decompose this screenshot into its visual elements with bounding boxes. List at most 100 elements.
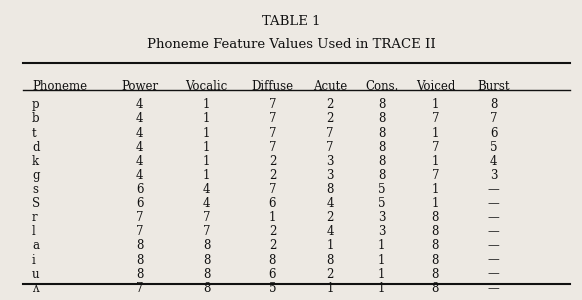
- Text: 8: 8: [327, 254, 333, 266]
- Text: Power: Power: [121, 80, 158, 92]
- Text: p: p: [32, 98, 40, 111]
- Text: 7: 7: [269, 141, 276, 154]
- Text: 3: 3: [378, 225, 385, 238]
- Text: Acute: Acute: [313, 80, 347, 92]
- Text: 2: 2: [327, 268, 333, 281]
- Text: 7: 7: [269, 112, 276, 125]
- Text: 4: 4: [136, 141, 143, 154]
- Text: 8: 8: [203, 239, 210, 252]
- Text: k: k: [32, 155, 39, 168]
- Text: 8: 8: [378, 155, 385, 168]
- Text: Voiced: Voiced: [416, 80, 455, 92]
- Text: 1: 1: [432, 183, 439, 196]
- Text: 2: 2: [327, 112, 333, 125]
- Text: 1: 1: [432, 155, 439, 168]
- Text: 7: 7: [269, 127, 276, 140]
- Text: 7: 7: [432, 112, 439, 125]
- Text: —: —: [488, 225, 499, 238]
- Text: 8: 8: [432, 254, 439, 266]
- Text: Cons.: Cons.: [365, 80, 399, 92]
- Text: Diffuse: Diffuse: [251, 80, 293, 92]
- Text: u: u: [32, 268, 40, 281]
- Text: 7: 7: [136, 282, 143, 295]
- Text: 1: 1: [432, 98, 439, 111]
- Text: 1: 1: [203, 155, 210, 168]
- Text: 2: 2: [327, 211, 333, 224]
- Text: 6: 6: [136, 197, 143, 210]
- Text: 4: 4: [490, 155, 497, 168]
- Text: —: —: [488, 211, 499, 224]
- Text: t: t: [32, 127, 37, 140]
- Text: 8: 8: [203, 254, 210, 266]
- Text: b: b: [32, 112, 40, 125]
- Text: ʌ: ʌ: [32, 282, 38, 295]
- Text: 1: 1: [432, 197, 439, 210]
- Text: 8: 8: [203, 282, 210, 295]
- Text: 8: 8: [378, 98, 385, 111]
- Text: Phoneme Feature Values Used in TRACE II: Phoneme Feature Values Used in TRACE II: [147, 38, 435, 50]
- Text: 1: 1: [203, 141, 210, 154]
- Text: 1: 1: [269, 211, 276, 224]
- Text: 5: 5: [269, 282, 276, 295]
- Text: 1: 1: [378, 268, 385, 281]
- Text: 7: 7: [327, 141, 333, 154]
- Text: 2: 2: [327, 98, 333, 111]
- Text: 1: 1: [203, 169, 210, 182]
- Text: 4: 4: [136, 127, 143, 140]
- Text: 4: 4: [136, 155, 143, 168]
- Text: —: —: [488, 183, 499, 196]
- Text: 3: 3: [490, 169, 497, 182]
- Text: 1: 1: [378, 239, 385, 252]
- Text: 7: 7: [269, 183, 276, 196]
- Text: 3: 3: [378, 211, 385, 224]
- Text: Vocalic: Vocalic: [186, 80, 228, 92]
- Text: 8: 8: [136, 268, 143, 281]
- Text: 1: 1: [203, 112, 210, 125]
- Text: 8: 8: [490, 98, 497, 111]
- Text: 8: 8: [203, 268, 210, 281]
- Text: 4: 4: [136, 169, 143, 182]
- Text: 8: 8: [269, 254, 276, 266]
- Text: 6: 6: [136, 183, 143, 196]
- Text: 3: 3: [327, 169, 333, 182]
- Text: Phoneme: Phoneme: [32, 80, 87, 92]
- Text: 8: 8: [378, 127, 385, 140]
- Text: 8: 8: [378, 169, 385, 182]
- Text: l: l: [32, 225, 36, 238]
- Text: 8: 8: [378, 112, 385, 125]
- Text: 7: 7: [269, 98, 276, 111]
- Text: 7: 7: [136, 225, 143, 238]
- Text: 7: 7: [327, 127, 333, 140]
- Text: —: —: [488, 254, 499, 266]
- Text: a: a: [32, 239, 39, 252]
- Text: 7: 7: [432, 169, 439, 182]
- Text: 4: 4: [327, 225, 333, 238]
- Text: 1: 1: [432, 127, 439, 140]
- Text: 4: 4: [203, 197, 210, 210]
- Text: —: —: [488, 282, 499, 295]
- Text: 8: 8: [432, 211, 439, 224]
- Text: 4: 4: [136, 98, 143, 111]
- Text: 1: 1: [203, 98, 210, 111]
- Text: 8: 8: [136, 239, 143, 252]
- Text: TABLE 1: TABLE 1: [262, 15, 320, 28]
- Text: 8: 8: [327, 183, 333, 196]
- Text: 1: 1: [327, 239, 333, 252]
- Text: 4: 4: [136, 112, 143, 125]
- Text: 8: 8: [136, 254, 143, 266]
- Text: —: —: [488, 268, 499, 281]
- Text: i: i: [32, 254, 36, 266]
- Text: 8: 8: [378, 141, 385, 154]
- Text: 6: 6: [269, 268, 276, 281]
- Text: —: —: [488, 239, 499, 252]
- Text: d: d: [32, 141, 40, 154]
- Text: 5: 5: [378, 183, 385, 196]
- Text: 5: 5: [378, 197, 385, 210]
- Text: 8: 8: [432, 239, 439, 252]
- Text: S: S: [32, 197, 40, 210]
- Text: 2: 2: [269, 155, 276, 168]
- Text: 2: 2: [269, 239, 276, 252]
- Text: 6: 6: [269, 197, 276, 210]
- Text: g: g: [32, 169, 40, 182]
- Text: 8: 8: [432, 282, 439, 295]
